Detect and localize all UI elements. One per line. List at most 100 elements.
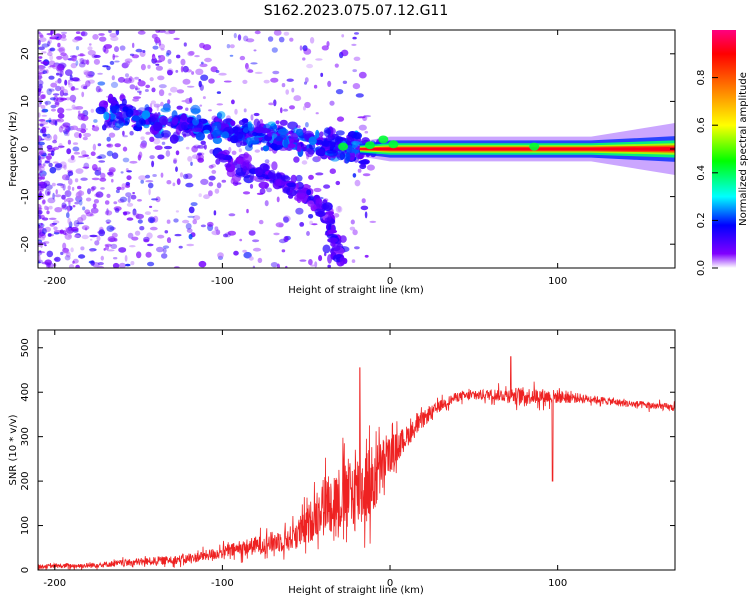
spectrogram-speckle: [53, 134, 58, 141]
spectrogram-blob: [275, 179, 285, 186]
spectrogram-speckle: [353, 56, 361, 61]
spectrogram-speckle: [156, 246, 164, 253]
spectrogram-speckle: [90, 260, 95, 266]
spectrogram-speckle: [173, 157, 178, 163]
spectrogram-speckle: [38, 196, 42, 201]
spectrogram-speckle: [191, 145, 198, 153]
spectrogram-speckle: [78, 254, 86, 259]
spectrogram-speckle: [167, 99, 171, 105]
spectrogram-speckle: [208, 109, 212, 112]
spectrogram-speckle: [60, 37, 67, 42]
spectrogram-speckle: [135, 87, 140, 91]
spectrogram-speckle: [352, 83, 361, 90]
spectrogram-speckle: [111, 152, 119, 159]
spectrogram-speckle: [195, 68, 204, 76]
spectrogram-speckle: [245, 38, 255, 43]
spectrogram-speckle: [60, 251, 64, 256]
spectrogram-speckle: [216, 91, 221, 94]
spectrogram-speckle: [55, 85, 62, 92]
spectrogram-speckle: [75, 264, 80, 268]
spectrogram-speckle: [51, 150, 55, 157]
spectrogram-blob: [269, 179, 275, 184]
spectrogram-speckle: [149, 217, 154, 223]
spectrogram-blob: [336, 151, 346, 161]
spectrogram-speckle: [61, 174, 70, 181]
spectrogram-speckle: [129, 53, 135, 56]
spectrogram-speckle: [46, 88, 52, 96]
spectrogram-blob: [288, 194, 294, 199]
spectrogram-speckle: [140, 179, 144, 184]
spectrogram-speckle: [109, 33, 118, 38]
spectrogram-speckle: [65, 108, 73, 111]
spectrogram-speckle: [119, 45, 126, 51]
spectrogram-speckle: [80, 214, 87, 221]
spectrogram-speckle: [38, 141, 45, 146]
spectrogram-speckle: [175, 150, 180, 156]
spectrogram-speckle: [188, 233, 193, 240]
spectrogram-speckle: [221, 179, 227, 183]
spectrogram-blob: [243, 153, 252, 164]
spectrogram-speckle: [47, 233, 52, 237]
spectrogram-speckle: [72, 142, 79, 145]
colorbar-label: Normalized spectral amplitude: [738, 72, 749, 226]
spectrogram-speckle: [98, 154, 107, 159]
spectrogram-speckle: [83, 71, 92, 76]
spectrogram-speckle: [97, 143, 102, 147]
spectrogram-speckle: [78, 189, 83, 197]
spectrogram-speckle: [126, 170, 132, 173]
spectrogram-speckle: [64, 79, 68, 86]
spectrogram-speckle: [38, 70, 41, 73]
spectrogram-speckle: [192, 215, 201, 221]
spectrogram-blob: [221, 131, 230, 139]
spectrogram-speckle: [67, 217, 71, 225]
spectrogram-speckle: [191, 154, 201, 160]
spectrogram-speckle: [184, 98, 192, 104]
spectrogram-blob: [342, 258, 348, 264]
spectrogram-speckle: [145, 84, 151, 89]
spectrogram-speckle: [313, 187, 322, 193]
spectrogram-speckle: [39, 123, 44, 127]
spectrogram-speckle: [166, 49, 172, 56]
x-tick-label: -100: [211, 276, 234, 287]
spectrogram-blob: [302, 127, 307, 134]
spectrogram-speckle: [321, 45, 329, 51]
spectrogram-speckle: [333, 213, 340, 218]
x-tick-label: 100: [548, 578, 567, 589]
spectrogram-speckle: [82, 166, 90, 169]
spectrogram-speckle: [71, 77, 80, 82]
spectrogram-speckle: [38, 59, 42, 62]
spectrogram-speckle: [105, 244, 110, 251]
spectrogram-speckle: [44, 100, 52, 105]
spectrogram-blob: [325, 211, 335, 216]
spectrogram-speckle: [158, 84, 167, 89]
spectrogram-speckle: [68, 178, 73, 185]
spectrogram-speckle: [38, 259, 43, 264]
spectrogram-speckle: [112, 262, 120, 268]
spectrogram-blob: [190, 108, 201, 114]
spectrogram-speckle: [41, 233, 46, 239]
spectrogram-speckle: [96, 156, 103, 159]
spectrogram-speckle: [58, 46, 66, 54]
spectrogram-speckle: [46, 210, 50, 215]
spectrogram-speckle: [216, 103, 224, 106]
spectrogram-speckle: [87, 188, 91, 195]
spectrogram-speckle: [87, 46, 93, 51]
spectrogram-speckle: [315, 172, 324, 176]
spectrogram-speckle: [208, 181, 214, 187]
spectrogram-speckle: [50, 30, 53, 36]
spectrogram-speckle: [350, 219, 355, 225]
spectrogram-speckle: [83, 85, 88, 90]
spectrogram-speckle: [93, 199, 99, 204]
spectrogram-speckle: [66, 197, 74, 203]
spectrogram-speckle: [61, 202, 67, 209]
spectrogram-speckle: [165, 150, 171, 157]
spectrogram-speckle: [335, 89, 344, 95]
spectrogram-speckle: [208, 78, 215, 84]
spectrogram-speckle: [82, 136, 88, 141]
spectrogram-blob: [176, 105, 183, 110]
spectrogram-speckle: [73, 151, 81, 155]
spectrogram-speckle: [86, 156, 91, 160]
spectrogram-speckle: [155, 65, 163, 71]
spectrogram-speckle: [264, 159, 270, 164]
spectrogram-speckle: [208, 175, 216, 181]
